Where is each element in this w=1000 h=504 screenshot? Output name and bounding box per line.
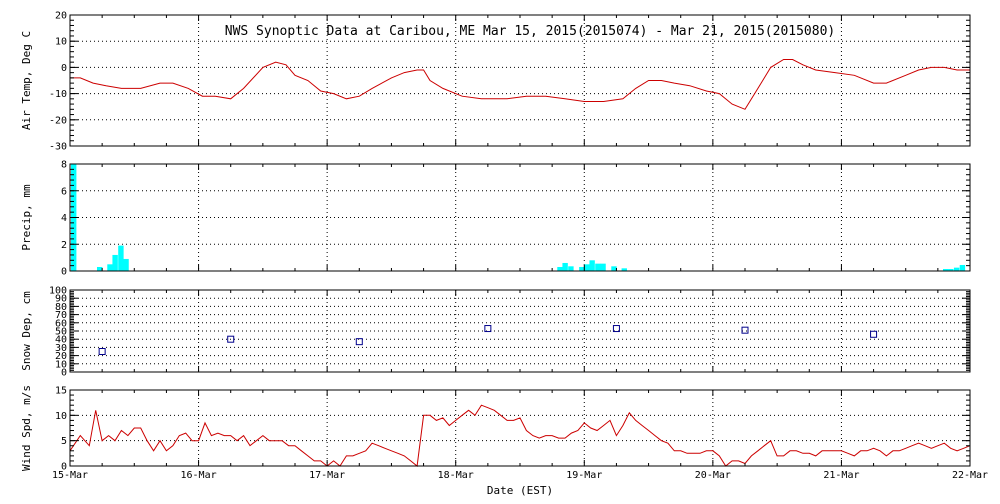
wind-speed-ytick-label: 15 [55, 386, 67, 397]
precip-bar [107, 264, 113, 271]
x-axis-label: Date (EST) [487, 484, 553, 497]
snow-depth-ytick-label: 60 [55, 318, 67, 329]
wind-speed-ytick-label: 5 [61, 436, 67, 447]
precip-bar [118, 245, 124, 271]
air-temp-ytick-label: 0 [61, 63, 67, 74]
precip-bar [562, 262, 568, 271]
wind-speed-xtick-label: 20-Mar [695, 470, 731, 481]
precip-bar [97, 266, 103, 271]
precip-bar [557, 266, 563, 271]
precip-ytick-label: 8 [61, 160, 67, 171]
precip-ytick-label: 4 [61, 213, 67, 224]
snow-depth-ytick-label: 50 [55, 327, 67, 338]
precip-bar [953, 267, 960, 271]
precip-bar [123, 258, 129, 271]
snow-depth-ytick-label: 70 [55, 310, 67, 321]
precip-ytick-label: 6 [61, 186, 67, 197]
wind-speed-xtick-label: 19-Mar [566, 470, 602, 481]
wind-speed-xtick-label: 18-Mar [438, 470, 474, 481]
air-temp-ytick-label: -20 [49, 115, 67, 126]
precip-bar [595, 263, 601, 271]
snow-depth-ytick-label: 100 [49, 286, 67, 297]
wind-speed-xtick-label: 17-Mar [309, 470, 345, 481]
air-temp-ytick-label: -10 [49, 89, 67, 100]
precip-bar [943, 268, 949, 271]
wind-speed-xtick-label: 21-Mar [823, 470, 859, 481]
precip-bar [611, 266, 617, 271]
wind-speed-xtick-label: 15-Mar [52, 470, 88, 481]
precip-ylabel: Precip, mm [20, 184, 33, 251]
wind-speed-ytick-label: 0 [61, 462, 67, 473]
precip-bar [959, 264, 966, 271]
air-temp-series-line [70, 59, 970, 110]
air-temp-ytick-label: -30 [49, 142, 67, 153]
snow-depth-ylabel: Snow Dep, cm [20, 291, 33, 371]
snow-depth-point [484, 325, 492, 333]
snow-depth-point [612, 325, 620, 333]
precip-bar [568, 266, 574, 271]
snow-depth-point [741, 326, 749, 334]
precip-ytick-label: 0 [61, 267, 67, 278]
wind-speed-series-line [69, 404, 971, 467]
snow-depth-point [227, 335, 235, 343]
precip-bar [112, 254, 118, 271]
precip-ytick-label: 2 [61, 240, 67, 251]
precip-bar [948, 268, 954, 271]
precip-bar [621, 268, 627, 271]
snow-depth-ytick-label: 80 [55, 302, 67, 313]
precip-bar [584, 264, 590, 271]
snow-depth-ytick-label: 10 [55, 359, 67, 370]
snow-depth-point [870, 330, 878, 338]
snow-depth-ytick-label: 90 [55, 294, 67, 305]
precip-bar [589, 260, 595, 271]
snow-depth-point [355, 338, 363, 346]
precip-bar [600, 263, 606, 271]
wind-speed-ylabel: Wind Spd, m/s [20, 385, 33, 471]
air-temp-ytick-label: 10 [55, 37, 67, 48]
wind-speed-frame [69, 389, 971, 467]
snow-depth-ytick-label: 40 [55, 335, 67, 346]
air-temp-ylabel: Air Temp, Deg C [20, 31, 33, 130]
chart-title: NWS Synoptic Data at Caribou, ME Mar 15,… [225, 24, 835, 39]
wind-speed-xtick-label: 22-Mar [952, 470, 988, 481]
wind-speed-xtick-label: 16-Mar [181, 470, 217, 481]
snow-depth-ytick-label: 0 [61, 368, 67, 379]
air-temp-ytick-label: 20 [55, 11, 67, 22]
snow-depth-point [98, 348, 106, 355]
snow-depth-ytick-label: 30 [55, 343, 67, 354]
wind-speed-ytick-label: 10 [55, 411, 67, 422]
snow-depth-ytick-label: 20 [55, 351, 67, 362]
precip-bar [579, 266, 585, 271]
